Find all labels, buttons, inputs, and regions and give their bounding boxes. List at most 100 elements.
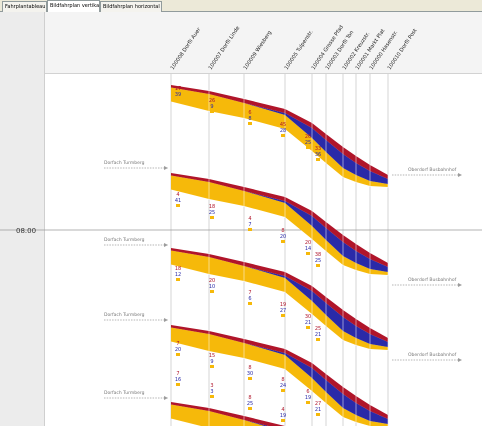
load-label-load: 30 — [247, 371, 253, 377]
connection-label: Oberdorf Busbahnhof — [408, 277, 457, 283]
load-label-load: 7 — [248, 222, 251, 228]
load-label-marker — [281, 419, 285, 422]
station-header-label: 100008 Dorfli Auer — [170, 26, 203, 71]
tab-fahrplantableau[interactable]: Fahrplantableau — [2, 1, 47, 12]
load-label-load: 16 — [175, 377, 181, 383]
trip-band-segment — [171, 87, 388, 184]
load-label-marker — [210, 395, 214, 398]
arrow-head-icon — [164, 318, 168, 322]
load-label-load: 20 — [175, 347, 181, 353]
load-label-marker — [306, 401, 310, 404]
trip-band-segment — [171, 250, 388, 347]
arrow-head-icon — [458, 358, 462, 362]
arrow-head-icon — [164, 396, 168, 400]
load-label-load: 19 — [280, 413, 286, 419]
load-label-boarding: 25 — [315, 326, 321, 332]
station-header-label: 100005 Tulpenstr. — [284, 29, 315, 71]
load-label-boarding: 8 — [281, 228, 284, 234]
load-label-load: 20 — [280, 234, 286, 240]
load-label-marker — [210, 290, 214, 293]
load-label-boarding: 4 — [248, 216, 251, 222]
tab-bildfahrplan-horizontal[interactable]: Bildfahrplan horizontal — [100, 1, 162, 12]
time-axis-column — [0, 12, 45, 426]
load-label-boarding: 20 — [209, 278, 215, 284]
station-header — [45, 12, 482, 74]
load-label-load: 27 — [280, 308, 286, 314]
load-label-load: 6 — [248, 296, 251, 302]
load-label-marker — [176, 353, 180, 356]
load-label-load: 14 — [305, 246, 311, 252]
connection-label: Dorfach Turmberg — [104, 237, 145, 243]
load-label-boarding: 26 — [305, 134, 311, 140]
load-label-boarding: 20 — [305, 240, 311, 246]
load-label-marker — [176, 98, 180, 101]
load-labels: 1739269684528262533364411825478202014382… — [175, 86, 321, 422]
arrow-head-icon — [458, 173, 462, 177]
load-label-load: 3 — [210, 389, 213, 395]
load-label-load: 36 — [315, 152, 321, 158]
trip-band-segment — [171, 404, 269, 426]
load-label-load: 21 — [315, 407, 321, 413]
load-label-boarding: 19 — [280, 302, 286, 308]
connection-label: Oberdorf Busbahnhof — [408, 167, 457, 173]
time-label-0800: 08.00 — [16, 227, 36, 235]
load-label-boarding: 17 — [175, 86, 181, 92]
load-label-boarding: 18 — [209, 204, 215, 210]
station-header-label: 100007 Dorfli Linde — [208, 25, 242, 71]
load-label-boarding: 27 — [315, 401, 321, 407]
trip-band-segment — [171, 404, 265, 426]
load-label-marker — [306, 252, 310, 255]
load-label-load: 8 — [248, 116, 251, 122]
load-label-boarding: 4 — [281, 407, 284, 413]
arrow-head-icon — [164, 243, 168, 247]
load-label-marker — [316, 158, 320, 161]
load-label-marker — [248, 407, 252, 410]
load-label-marker — [281, 314, 285, 317]
load-label-marker — [248, 228, 252, 231]
load-label-boarding: 7 — [176, 371, 179, 377]
load-label-marker — [306, 146, 310, 149]
load-label-load: 41 — [175, 198, 181, 204]
load-label-marker — [176, 383, 180, 386]
trip-band-segment — [171, 327, 388, 426]
load-label-boarding: 8 — [248, 395, 251, 401]
tab-bildfahrplan-vertikal[interactable]: Bildfahrplan vertikal — [47, 0, 100, 13]
load-label-load: 19 — [305, 395, 311, 401]
load-label-load: 39 — [175, 92, 181, 98]
connection-arrows: Dorfach Turmberg Dorfach Turmberg Dorfach … — [104, 160, 462, 400]
station-header-labels: 100008 Dorfli Auer 100007 Dorfli Linde 100… — [170, 24, 419, 71]
load-label-boarding: 7 — [176, 341, 179, 347]
load-label-load: 25 — [305, 140, 311, 146]
tab-bar: Fahrplantableau Bildfahrplan vertikal Bi… — [0, 0, 482, 13]
load-label-boarding: 45 — [280, 122, 286, 128]
load-label-marker — [176, 278, 180, 281]
station-header-label: 100009 Wiesberg — [243, 30, 273, 71]
load-label-boarding: 6 — [306, 389, 309, 395]
connection-label: Dorfach Turmberg — [104, 390, 145, 396]
load-label-marker — [316, 338, 320, 341]
load-label-boarding: 6 — [248, 110, 251, 116]
load-label-boarding: 8 — [281, 377, 284, 383]
trip-band-segment — [171, 175, 388, 272]
trip-bands — [171, 85, 389, 426]
load-label-load: 21 — [315, 332, 321, 338]
load-label-load: 12 — [175, 272, 181, 278]
load-label-boarding: 7 — [248, 290, 251, 296]
load-label-marker — [316, 413, 320, 416]
load-label-load: 24 — [280, 383, 286, 389]
load-label-marker — [210, 365, 214, 368]
load-label-boarding: 33 — [315, 146, 321, 152]
load-label-marker — [248, 122, 252, 125]
load-label-marker — [316, 264, 320, 267]
load-label-marker — [281, 134, 285, 137]
trip-band-segment — [171, 87, 388, 187]
load-label-marker — [248, 302, 252, 305]
load-label-load: 9 — [210, 104, 213, 110]
connection-label: Oberdorf Busbahnhof — [408, 352, 457, 358]
load-label-load: 25 — [247, 401, 253, 407]
load-label-load: 10 — [209, 284, 215, 290]
arrow-head-icon — [458, 283, 462, 287]
trip-band-segment — [171, 327, 388, 424]
connection-label: Dorfach Turmberg — [104, 312, 145, 318]
